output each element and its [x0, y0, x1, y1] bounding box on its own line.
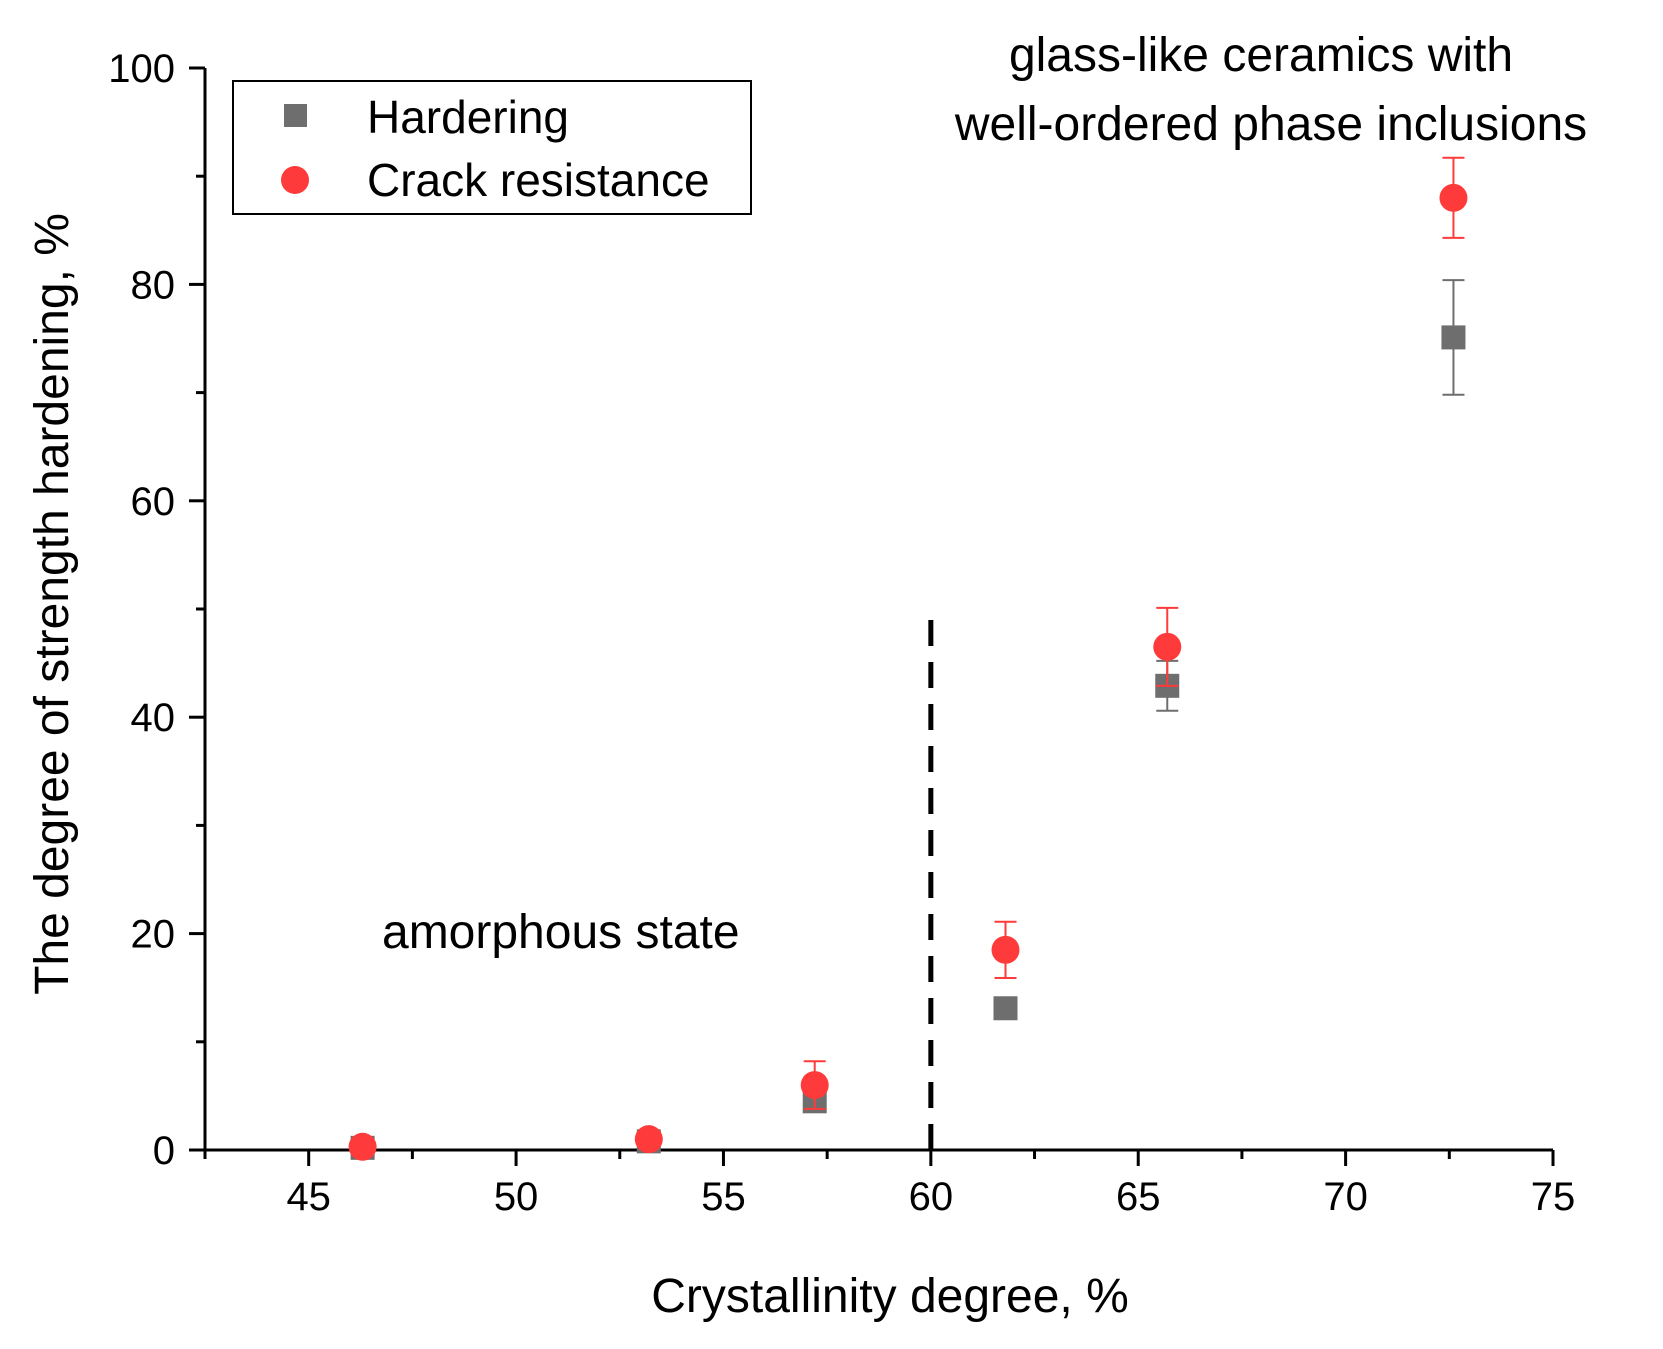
annotation-ceramics-line2: well-ordered phase inclusions: [954, 98, 1587, 151]
axes: 45 50 55 60 65 70 75 0 20 40 60 80 100: [108, 47, 1575, 1219]
data-point-circle: [634, 1125, 663, 1154]
series-crack-resistance: [348, 156, 1468, 1161]
y-tick-label: 100: [108, 47, 175, 91]
x-tick-label: 70: [1323, 1175, 1368, 1219]
x-tick-label: 65: [1116, 1175, 1161, 1219]
data-point-circle: [991, 935, 1020, 964]
x-tick-label: 60: [909, 1175, 954, 1219]
x-tick-label: 55: [701, 1175, 746, 1219]
x-axis-title: Crystallinity degree, %: [651, 1270, 1129, 1323]
legend-label-hardering: Hardering: [367, 91, 569, 143]
x-tick-label: 45: [286, 1175, 331, 1219]
y-axis-title: The degree of strength hardening, %: [26, 213, 79, 995]
data-marks: [348, 156, 1468, 1161]
data-point-circle: [1439, 183, 1468, 212]
data-point-circle: [348, 1132, 377, 1161]
y-tick-label: 80: [131, 263, 176, 307]
legend-box: [232, 80, 752, 215]
data-point-square: [1441, 325, 1466, 350]
legend-marker-crack-resistance: [281, 166, 309, 194]
data-point-square: [993, 996, 1018, 1021]
x-tick-label: 75: [1531, 1175, 1576, 1219]
x-tick-label: 50: [494, 1175, 539, 1219]
data-point-circle: [1153, 632, 1182, 661]
annotation-amorphous: amorphous state: [382, 906, 740, 959]
y-tick-label: 60: [131, 480, 176, 524]
series-hardering: [350, 279, 1466, 1160]
legend: Hardering Crack resistance: [232, 80, 752, 215]
data-point-circle: [800, 1071, 829, 1100]
y-tick-label: 20: [131, 913, 176, 957]
y-tick-label: 40: [131, 696, 176, 740]
y-tick-label: 0: [153, 1129, 175, 1173]
annotation-ceramics-line1: glass-like ceramics with: [1009, 29, 1513, 82]
legend-label-crack-resistance: Crack resistance: [367, 154, 710, 206]
legend-marker-hardering: [284, 104, 307, 127]
